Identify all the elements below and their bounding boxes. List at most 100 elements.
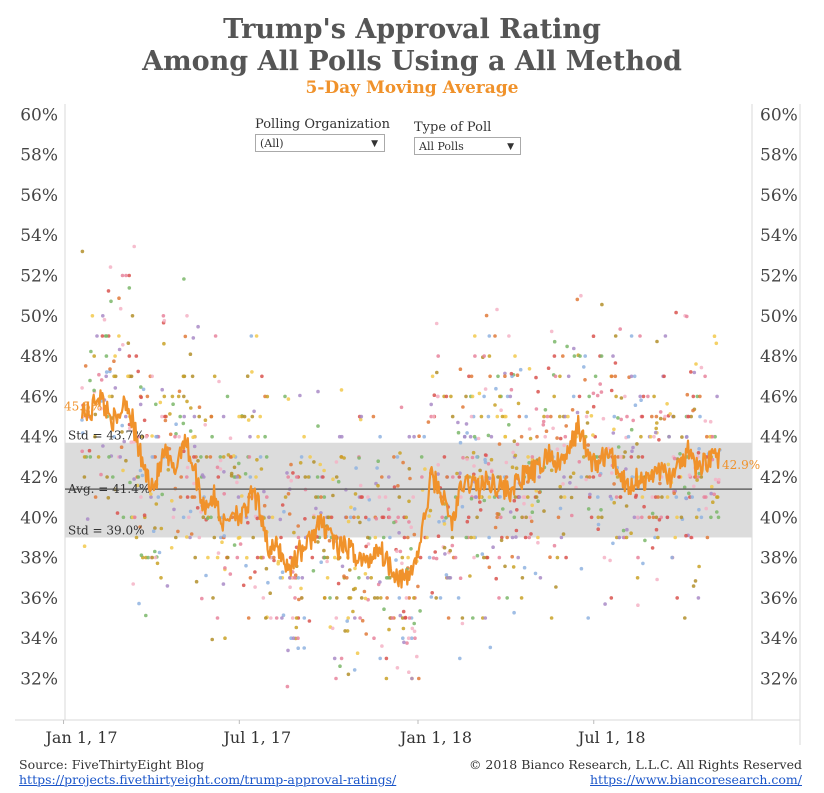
std-upper-label: Std = 43.7% [68,429,145,443]
poll-dot [442,522,447,526]
poll-dot [253,585,257,589]
poll-dot [248,434,252,439]
y-tick-label-right: 54% [760,226,798,246]
poll-dot [248,576,253,580]
y-tick-label-right: 38% [760,549,798,569]
poll-dot [694,515,699,520]
poll-dot [336,581,341,586]
poll-dot [345,576,349,580]
poll-dot [174,432,178,436]
poll-dot [526,455,530,459]
poll-dot [514,466,519,471]
poll-dot [87,448,92,453]
poll-dot [127,273,131,278]
poll-dot [236,495,241,499]
poll-dot [346,616,351,620]
poll-dot [185,535,189,539]
poll-dot [358,417,363,422]
poll-dot [339,388,344,392]
site-link[interactable]: https://www.biancoresearch.com/ [590,772,802,787]
poll-dot [263,434,267,439]
poll-dot [443,552,447,556]
source-link[interactable]: https://projects.fivethirtyeight.com/tru… [19,772,397,787]
poll-dot [201,515,206,519]
poll-dot [394,558,398,562]
poll-dot [652,394,656,399]
poll-dot [652,434,656,439]
poll-dot [697,564,701,569]
poll-dot [296,636,300,640]
poll-dot [264,566,269,571]
poll-dot [603,602,607,606]
poll-dot [512,439,517,444]
poll-dot [182,414,186,419]
poll-dot [286,475,291,479]
poll-dot [392,485,397,489]
poll-dot [366,495,370,499]
poll-dot [654,414,659,419]
poll-dot [717,477,721,482]
poll-dot [126,374,130,379]
poll-dot [330,626,335,631]
poll-dot [215,616,220,620]
poll-dot [675,596,679,600]
poll-dot [107,394,112,399]
poll-dot [655,339,659,344]
poll-dot [287,512,292,516]
poll-dot [512,498,517,503]
poll-dot [611,431,616,435]
poll-dot [395,666,400,670]
poll-dot [294,475,299,479]
poll-dot [625,527,629,532]
poll-dot [588,492,592,497]
poll-dot [538,576,543,580]
poll-dot [212,535,217,540]
poll-dot [522,565,527,570]
poll-dot [462,434,467,439]
poll-dot [527,535,531,540]
poll-dot [488,645,493,650]
poll-dot [359,414,364,419]
source-label: Source: FiveThirtyEight Blog [19,757,205,772]
poll-dot [346,672,351,677]
poll-dot [173,434,177,439]
poll-dot [469,535,473,540]
poll-dot [571,394,576,399]
poll-dot [591,404,596,409]
poll-dot [354,466,358,470]
poll-dot [496,475,500,479]
poll-dot [319,560,324,564]
poll-dot [228,436,233,441]
poll-dot [698,394,702,399]
poll-dot [409,547,413,551]
poll-dot [689,414,693,419]
poll-dot [596,522,601,527]
poll-dot [509,387,514,392]
start-value-label: 45.5% [64,399,102,413]
poll-dot [504,460,509,465]
poll-dot [149,495,153,499]
poll-dot [614,394,618,399]
poll-dot [352,668,357,672]
polling-org-select[interactable]: (All) ▼ [255,134,385,152]
poll-dot [402,535,407,540]
poll-dot [537,475,541,479]
poll-dot [591,391,596,396]
y-tick-label-right: 42% [760,468,798,488]
poll-dot [431,556,436,560]
poll-dot [250,414,255,419]
poll-dot [104,374,108,379]
poll-type-select[interactable]: All Polls ▼ [414,137,521,155]
poll-dot [352,515,356,520]
poll-dot [503,374,507,379]
poll-dot [203,418,208,423]
poll-dot [150,555,154,560]
poll-dot [591,433,595,437]
poll-dot [95,334,99,338]
poll-dot [419,455,424,459]
poll-dot [153,455,157,459]
poll-dot [262,503,267,508]
poll-dot [133,515,137,520]
poll-dot [519,596,524,600]
poll-dot [299,455,304,459]
